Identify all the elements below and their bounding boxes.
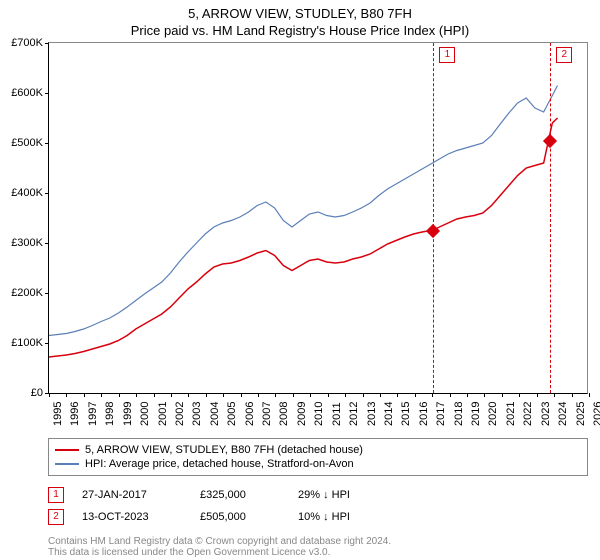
y-tick-label: £400K xyxy=(1,187,43,199)
series-price_paid xyxy=(49,118,558,357)
event-row: 2 13-OCT-2023 £505,000 10% ↓ HPI xyxy=(48,506,588,528)
event-diff: 29% ↓ HPI xyxy=(298,489,388,501)
x-tick-label: 2004 xyxy=(209,402,221,426)
x-tick-label: 2025 xyxy=(575,402,587,426)
x-tick-label: 1996 xyxy=(69,402,81,426)
event-line xyxy=(550,43,551,393)
x-tick-label: 2009 xyxy=(296,402,308,426)
footer-attribution: Contains HM Land Registry data © Crown c… xyxy=(48,536,588,558)
x-tick-label: 2013 xyxy=(366,402,378,426)
event-price: £505,000 xyxy=(200,511,280,523)
x-tick-label: 2005 xyxy=(226,402,238,426)
series-hpi xyxy=(49,86,558,336)
x-tick-label: 2017 xyxy=(435,402,447,426)
y-tick-label: £700K xyxy=(1,37,43,49)
x-tick-label: 1998 xyxy=(104,402,116,426)
x-tick-label: 2021 xyxy=(505,402,517,426)
event-date: 13-OCT-2023 xyxy=(82,511,182,523)
x-tick-label: 2019 xyxy=(470,402,482,426)
x-tick-label: 2001 xyxy=(157,402,169,426)
event-marker-box: 1 xyxy=(439,47,455,63)
event-line xyxy=(433,43,434,393)
x-tick-label: 2007 xyxy=(261,402,273,426)
y-tick-label: £200K xyxy=(1,287,43,299)
x-tick-label: 2023 xyxy=(540,402,552,426)
event-row: 1 27-JAN-2017 £325,000 29% ↓ HPI xyxy=(48,484,588,506)
x-tick-label: 2011 xyxy=(331,402,343,426)
legend-item: HPI: Average price, detached house, Stra… xyxy=(55,457,581,471)
legend-label: HPI: Average price, detached house, Stra… xyxy=(85,458,354,470)
y-tick-label: £500K xyxy=(1,137,43,149)
legend-swatch xyxy=(55,449,79,451)
events-table: 1 27-JAN-2017 £325,000 29% ↓ HPI 2 13-OCT-202… xyxy=(48,484,588,528)
x-tick-label: 2016 xyxy=(418,402,430,426)
footer-line-1: Contains HM Land Registry data © Crown c… xyxy=(48,536,588,547)
event-date: 27-JAN-2017 xyxy=(82,489,182,501)
x-tick-label: 2008 xyxy=(278,402,290,426)
x-tick-label: 2003 xyxy=(191,402,203,426)
event-diff: 10% ↓ HPI xyxy=(298,511,388,523)
x-tick-label: 2012 xyxy=(348,402,360,426)
x-tick-label: 2014 xyxy=(383,402,395,426)
x-tick-label: 1995 xyxy=(52,402,64,426)
chart-lines xyxy=(49,43,587,393)
event-price: £325,000 xyxy=(200,489,280,501)
y-tick-label: £0 xyxy=(1,387,43,399)
chart-plot-area: £0£100K£200K£300K£400K£500K£600K£700K12 xyxy=(48,42,588,394)
legend-label: 5, ARROW VIEW, STUDLEY, B80 7FH (detache… xyxy=(85,444,363,456)
x-tick-label: 1997 xyxy=(87,402,99,426)
x-tick-label: 2024 xyxy=(557,402,569,426)
event-number: 2 xyxy=(48,509,64,525)
legend: 5, ARROW VIEW, STUDLEY, B80 7FH (detache… xyxy=(48,438,588,476)
x-tick-label: 2006 xyxy=(244,402,256,426)
x-tick-label: 2000 xyxy=(139,402,151,426)
x-tick-label: 2026 xyxy=(592,402,600,426)
chart-subtitle: Price paid vs. HM Land Registry's House … xyxy=(0,21,600,42)
x-tick-label: 2015 xyxy=(400,402,412,426)
x-tick-label: 2010 xyxy=(313,402,325,426)
x-tick-label: 2020 xyxy=(487,402,499,426)
event-number: 1 xyxy=(48,487,64,503)
x-tick-label: 1999 xyxy=(122,402,134,426)
legend-swatch xyxy=(55,463,79,465)
footer-line-2: This data is licensed under the Open Gov… xyxy=(48,547,588,558)
y-tick-label: £100K xyxy=(1,337,43,349)
x-tick-label: 2022 xyxy=(522,402,534,426)
legend-item: 5, ARROW VIEW, STUDLEY, B80 7FH (detache… xyxy=(55,443,581,457)
x-axis-labels: 1995 1996 1997 1998 1999 2000 2001 2002 2003 2004… xyxy=(48,394,588,434)
chart-title: 5, ARROW VIEW, STUDLEY, B80 7FH xyxy=(0,0,600,21)
event-marker-box: 2 xyxy=(556,47,572,63)
y-tick-label: £300K xyxy=(1,237,43,249)
x-tick-label: 2002 xyxy=(174,402,186,426)
y-tick-label: £600K xyxy=(1,87,43,99)
x-tick-label: 2018 xyxy=(453,402,465,426)
